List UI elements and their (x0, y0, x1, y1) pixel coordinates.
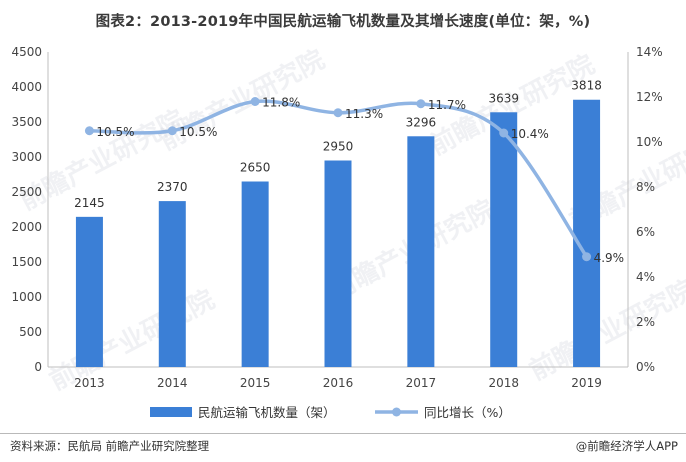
y-tick-label: 1000 (11, 290, 42, 304)
y2-tick-label: 6% (636, 225, 655, 239)
legend-bar-swatch (150, 407, 192, 417)
y-tick-label: 1500 (11, 255, 42, 269)
growth-value-label: 4.9% (594, 251, 625, 265)
y-tick-label: 0 (34, 360, 42, 374)
growth-value-label: 10.4% (511, 127, 549, 141)
source-note: 资料来源：民航局 前瞻产业研究院整理 (10, 439, 210, 453)
bar-value-label: 2650 (240, 161, 271, 175)
y-tick-label: 2500 (11, 185, 42, 199)
y-tick-label: 2000 (11, 220, 42, 234)
bar-value-label: 2370 (157, 180, 188, 194)
brand-credit: @前瞻经济学人APP (575, 439, 678, 453)
legend-line-marker (392, 407, 401, 417)
x-tick-label: 2013 (74, 376, 105, 390)
growth-point (582, 252, 592, 262)
y-tick-label: 4500 (11, 45, 42, 59)
x-tick-label: 2018 (488, 376, 519, 390)
x-tick-label: 2016 (323, 376, 354, 390)
growth-value-label: 10.5% (179, 125, 217, 139)
y2-tick-label: 8% (636, 180, 655, 194)
bar (407, 136, 435, 367)
legend-bar-label: 民航运输飞机数量（架） (198, 405, 336, 420)
x-tick-label: 2019 (571, 376, 602, 390)
bar-value-label: 3296 (406, 115, 437, 129)
growth-point (167, 126, 177, 136)
bar-value-label: 3639 (488, 91, 519, 105)
growth-value-label: 10.5% (96, 125, 134, 139)
x-tick-label: 2015 (240, 376, 271, 390)
bar (324, 160, 352, 367)
x-tick-label: 2017 (406, 376, 437, 390)
growth-value-label: 11.3% (345, 107, 383, 121)
bar (75, 216, 103, 367)
y-tick-label: 4000 (11, 80, 42, 94)
growth-point (416, 99, 426, 109)
bar (490, 112, 518, 368)
y-tick-label: 3500 (11, 115, 42, 129)
y2-tick-label: 0% (636, 360, 655, 374)
y2-tick-label: 12% (636, 90, 663, 104)
y-tick-label: 500 (19, 325, 42, 339)
bar (158, 201, 186, 367)
footer: 资料来源：民航局 前瞻产业研究院整理 @前瞻经济学人APP (0, 433, 686, 458)
growth-value-label: 11.8% (262, 96, 300, 110)
chart-title: 图表2：2013-2019年中国民航运输飞机数量及其增长速度(单位：架，%) (95, 14, 591, 30)
growth-point (333, 108, 343, 118)
growth-point (84, 126, 94, 136)
growth-point (499, 128, 509, 138)
y2-tick-label: 14% (636, 45, 663, 59)
growth-value-label: 11.7% (428, 98, 466, 112)
bar-value-label: 2145 (74, 196, 105, 210)
bar-value-label: 2950 (323, 140, 354, 154)
bar (573, 99, 601, 368)
y2-tick-label: 4% (636, 270, 655, 284)
legend-line-label: 同比增长（%） (424, 405, 511, 420)
bar (241, 181, 269, 367)
y-tick-label: 3000 (11, 150, 42, 164)
bar-value-label: 3818 (571, 79, 602, 93)
y2-tick-label: 10% (636, 135, 663, 149)
growth-point (250, 97, 260, 106)
x-tick-label: 2014 (157, 376, 188, 390)
y2-tick-label: 2% (636, 315, 655, 329)
